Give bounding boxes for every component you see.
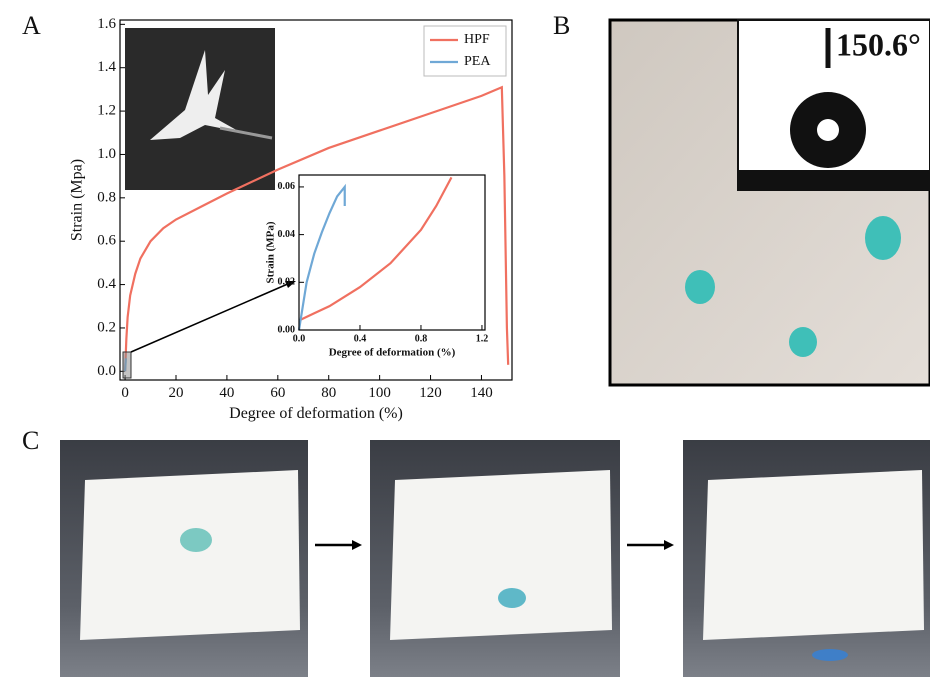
y-tick-label: 1.0 [97, 146, 116, 162]
y-tick-label: 0.6 [97, 233, 116, 249]
figure: A B C 150.6° 0 20 40 60 80 100 120 140 0.0 0.2 0.4… [0, 0, 930, 677]
x-tick-label: 140 [470, 385, 493, 401]
x-tick-label: 20 [169, 385, 184, 401]
droplet-photo: 150.6° [610, 20, 930, 385]
y-tick-label: 0.06 [278, 181, 296, 192]
x-tick-label: 0.8 [415, 333, 428, 344]
contact-angle: 150.6° [836, 26, 921, 62]
y-tick-label: 0.02 [278, 277, 296, 288]
y-tick-label: 0.2 [97, 319, 116, 335]
x-tick-label: 100 [368, 385, 391, 401]
y-tick-label: 1.6 [97, 16, 116, 32]
x-tick-label: 120 [419, 385, 442, 401]
y-tick-label: 1.4 [97, 59, 116, 75]
y-tick-label: 0.4 [97, 276, 116, 292]
x-axis-title: Degree of deformation (%) [329, 347, 456, 359]
x-tick-label: 80 [321, 385, 336, 401]
legend-label: PEA [464, 54, 491, 69]
x-tick-label: 60 [270, 385, 285, 401]
x-tick-label: 40 [219, 385, 234, 401]
y-axis-title: Strain (Mpa) [69, 159, 86, 241]
y-tick-label: 0.04 [278, 229, 296, 240]
panel-label: C [22, 426, 39, 455]
panel-label: B [553, 11, 570, 40]
y-tick-label: 0.00 [278, 324, 296, 335]
y-tick-label: 0.0 [97, 363, 116, 379]
x-tick-label: 0 [121, 385, 129, 401]
x-tick-label: 0.4 [354, 333, 367, 344]
zoom-arrow [131, 283, 290, 352]
sequence-photos [60, 440, 930, 677]
zoom-box [123, 352, 131, 378]
x-tick-label: 1.2 [476, 333, 489, 344]
y-tick-label: 0.8 [97, 189, 116, 205]
y-tick-label: 1.2 [97, 103, 116, 119]
legend-label: HPF [464, 32, 490, 47]
panel-label: A [22, 11, 41, 40]
y-axis-title: Strain (MPa) [265, 221, 277, 283]
crane-photo [125, 28, 275, 190]
x-axis-title: Degree of deformation (%) [229, 405, 403, 422]
